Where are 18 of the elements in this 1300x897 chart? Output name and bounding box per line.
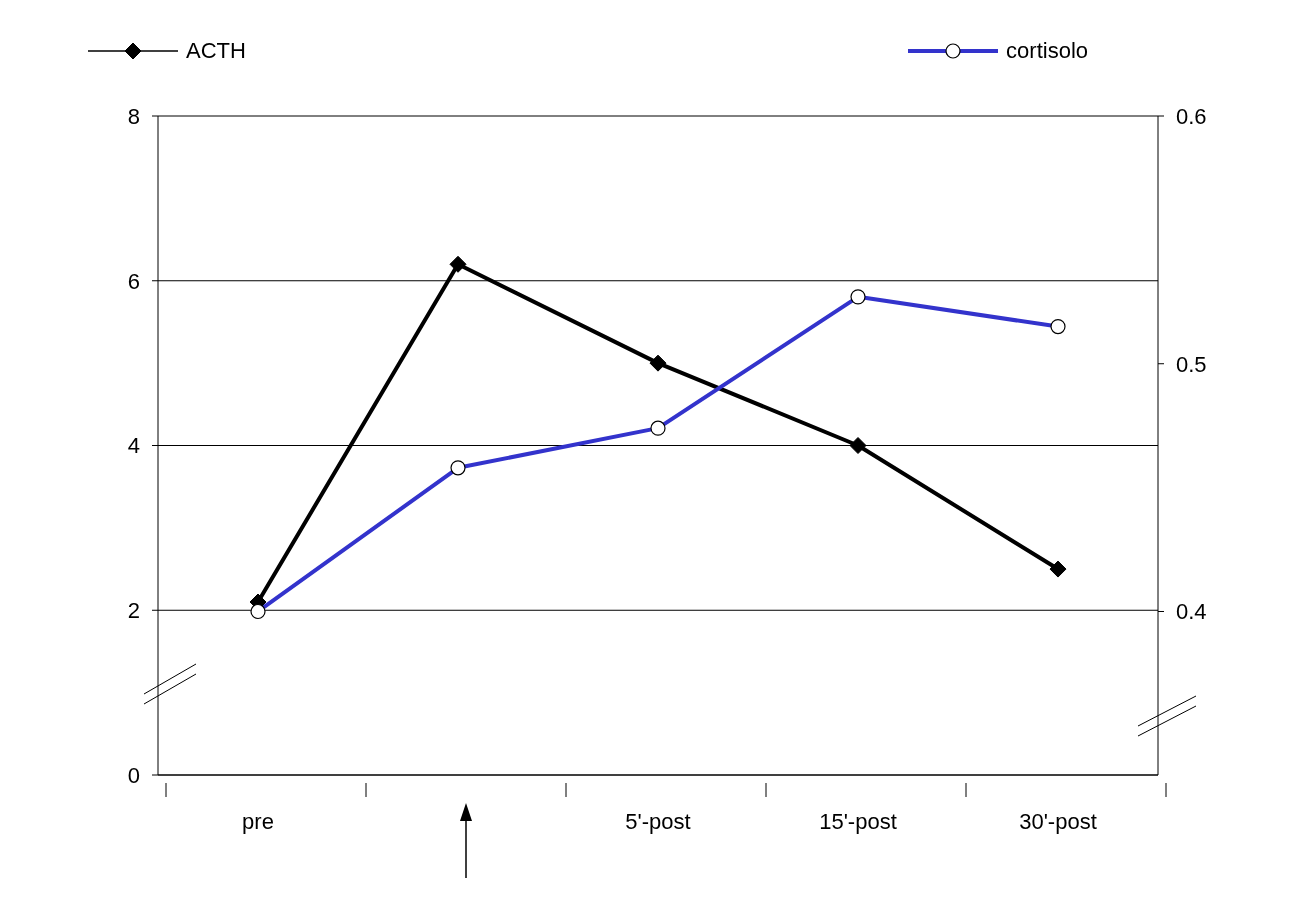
x-tick-label: 30'-post xyxy=(1019,808,1097,834)
x-tick-label: 5'-post xyxy=(625,808,691,834)
y2-tick-label: 0.6 xyxy=(1176,103,1207,129)
x-tick-label: 15'-post xyxy=(819,808,897,834)
y-tick-label: 4 xyxy=(127,433,140,459)
point xyxy=(449,255,467,273)
point xyxy=(1049,560,1067,578)
legend-label: cortisolo xyxy=(1006,38,1088,64)
legend-label: ACTH xyxy=(186,38,246,64)
y-tick-label: 0 xyxy=(127,762,140,788)
y-tick-label: 8 xyxy=(127,103,140,129)
y-tick-label: 2 xyxy=(127,598,140,624)
y2-tick-label: 0.5 xyxy=(1176,351,1207,377)
y2-tick-label: 0.4 xyxy=(1176,599,1207,625)
y-tick-label: 6 xyxy=(127,268,140,294)
point xyxy=(649,354,667,372)
point xyxy=(849,437,867,454)
x-tick-label: pre xyxy=(242,808,274,834)
